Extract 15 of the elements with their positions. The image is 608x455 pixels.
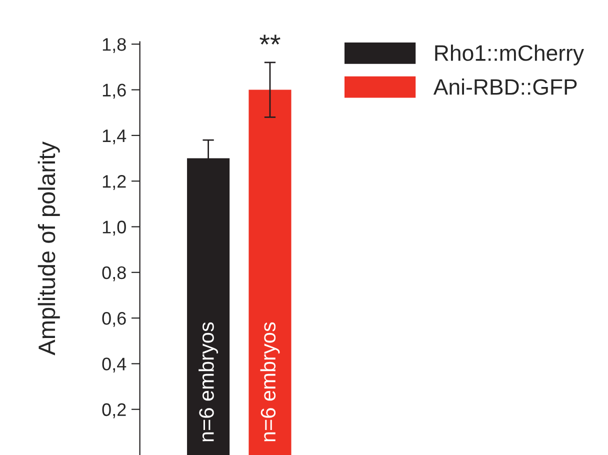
y-tick-label: 0,4 (102, 358, 126, 373)
annotation: n=6 embryos (260, 322, 280, 442)
y-axis-title: Amplitude of polarity (38, 142, 60, 356)
y-tick-label: 1,6 (102, 84, 126, 99)
annotation: n=6 embryos (198, 322, 218, 442)
y-tick-label: 0,8 (102, 266, 126, 282)
y-tick-label: 0,2 (102, 403, 126, 418)
annotation: ** (260, 34, 280, 45)
legend-label: Ani-RBD::GFP (433, 78, 577, 95)
legend-label: Rho1::mCherry (435, 44, 584, 66)
y-tick-label: 1,4 (102, 130, 126, 144)
y-tick-label: 1,8 (102, 38, 126, 53)
y-tick-label: 1,0 (102, 220, 126, 236)
y-tick-label: 1,2 (102, 175, 126, 190)
y-tick-label: 0,6 (102, 312, 126, 327)
